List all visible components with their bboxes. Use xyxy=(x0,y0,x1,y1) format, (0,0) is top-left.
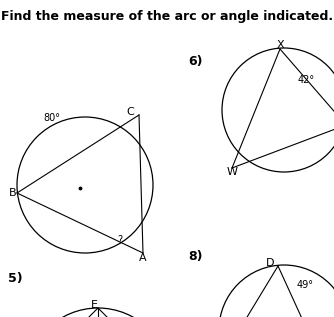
Text: ?: ? xyxy=(118,235,123,245)
Text: 49°: 49° xyxy=(297,280,314,290)
Text: 42°: 42° xyxy=(298,75,315,85)
Text: C: C xyxy=(126,107,134,117)
Text: 80°: 80° xyxy=(43,113,60,123)
Text: Find the measure of the arc or angle indicated.: Find the measure of the arc or angle ind… xyxy=(1,10,333,23)
Text: 5): 5) xyxy=(8,272,23,285)
Text: 6): 6) xyxy=(188,55,202,68)
Text: X: X xyxy=(276,40,284,50)
Text: B: B xyxy=(9,188,17,198)
Text: 8): 8) xyxy=(188,250,202,263)
Text: E: E xyxy=(91,300,98,310)
Text: D: D xyxy=(266,258,274,268)
Text: W: W xyxy=(226,167,237,177)
Text: A: A xyxy=(139,253,147,263)
